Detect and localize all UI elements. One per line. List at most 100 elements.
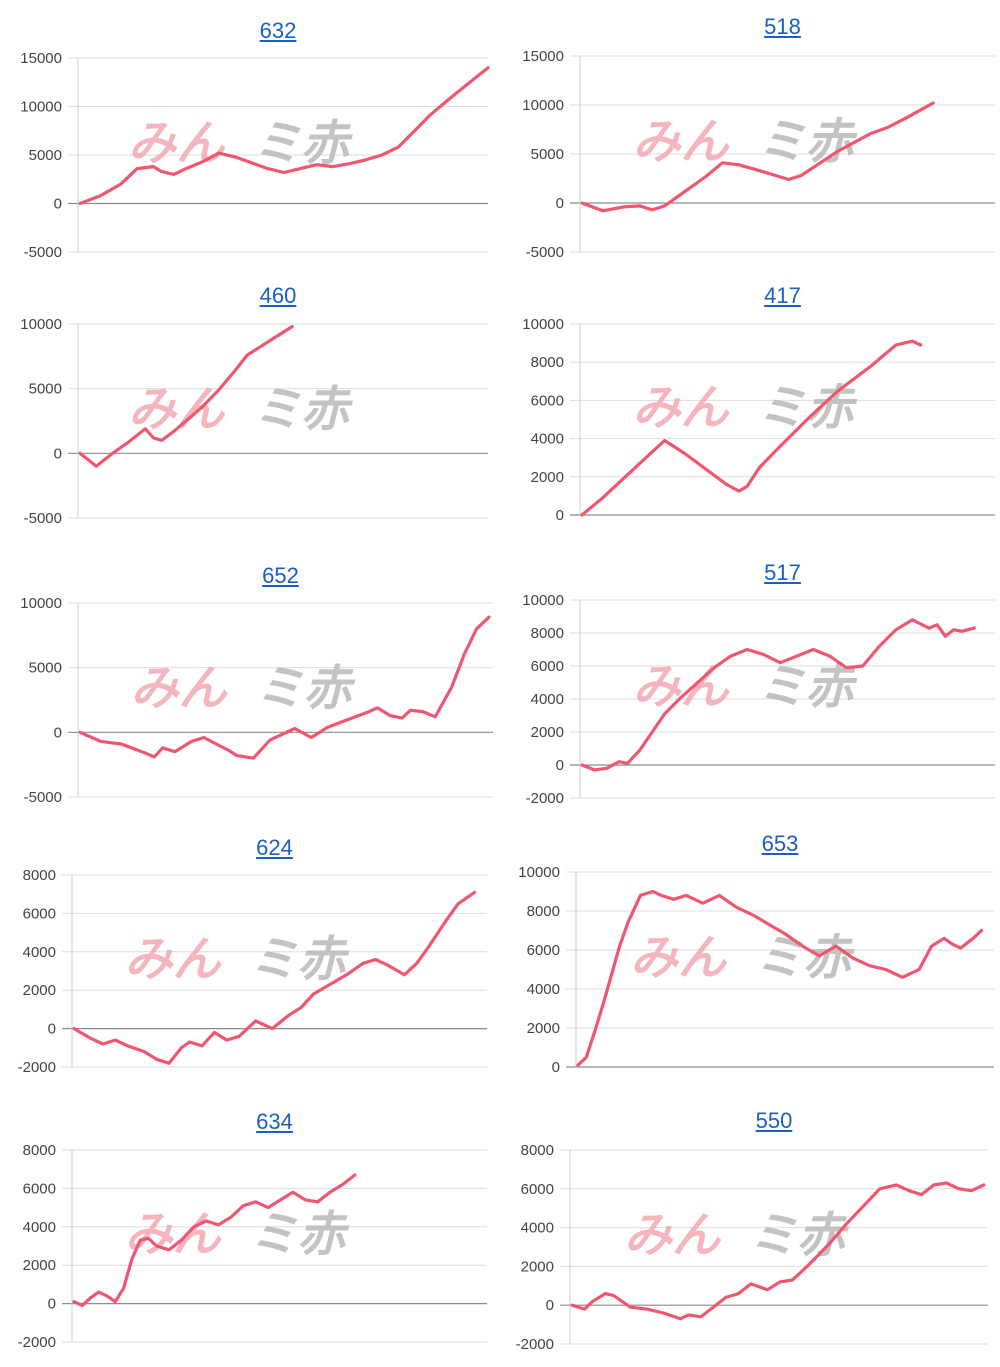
y-tick-label: -5000	[24, 510, 62, 527]
y-tick-label: -5000	[24, 789, 62, 806]
y-tick-label: 10000	[20, 595, 62, 612]
watermark-text-right: ミ赤	[253, 381, 353, 437]
y-tick-label: 6000	[23, 1180, 56, 1197]
chart-title-link[interactable]: 624	[256, 835, 293, 860]
y-tick-label: 8000	[527, 903, 560, 920]
series-line	[72, 1173, 357, 1308]
watermark-text-left: みん	[125, 1206, 223, 1262]
chart-panel-518: 518 15000 10000 5000 0 -5000 みん ミ赤	[500, 14, 1000, 272]
y-tick-label: 6000	[531, 392, 564, 409]
y-tick-label: 0	[54, 724, 62, 741]
y-tick-label: 8000	[23, 867, 56, 884]
chart-title-link[interactable]: 652	[262, 563, 299, 588]
y-tick-label: 2000	[531, 469, 564, 486]
watermark-text-right: ミ赤	[758, 114, 858, 170]
watermark: みん ミ赤	[633, 659, 858, 715]
y-tick-label: 10000	[522, 592, 564, 609]
y-tick-label: 5000	[29, 660, 62, 677]
y-tick-label: 2000	[23, 982, 56, 999]
series-line	[580, 101, 935, 213]
y-tick-label: 10000	[20, 99, 62, 116]
watermark-text-left: みん	[630, 930, 728, 986]
y-tick-label: 4000	[521, 1220, 554, 1237]
chart-panel-652: 652 10000 5000 0 -5000 みん ミ赤	[0, 563, 500, 817]
y-tick-label: -2000	[18, 1334, 56, 1351]
watermark-text-right: ミ赤	[250, 931, 350, 987]
y-tick-label: 4000	[531, 431, 564, 448]
line-chart: 10000 8000 6000 4000 2000 0 みん ミ赤	[518, 864, 994, 1076]
series-line	[570, 1181, 986, 1321]
line-chart: 15000 10000 5000 0 -5000 みん ミ赤	[20, 50, 490, 261]
y-tick-label: 5000	[29, 147, 62, 164]
y-tick-label: 15000	[522, 48, 564, 65]
y-tick-label: 8000	[531, 625, 564, 642]
series-line	[78, 66, 490, 206]
watermark: みん ミ赤	[131, 660, 356, 716]
line-chart: 10000 8000 6000 4000 2000 0 -2000 みん ミ赤	[522, 592, 995, 807]
line-chart: 10000 8000 6000 4000 2000 0 みん ミ赤	[522, 316, 995, 524]
watermark: みん ミ赤	[633, 380, 858, 436]
line-chart: 10000 5000 0 -5000 みん ミ赤	[20, 316, 488, 527]
chart-title-link[interactable]: 634	[256, 1109, 293, 1134]
watermark-text-left: みん	[131, 660, 229, 716]
y-tick-label: 4000	[23, 1219, 56, 1236]
chart-title-link[interactable]: 518	[764, 14, 801, 39]
watermark-text-right: ミ赤	[755, 930, 855, 986]
line-chart: 15000 10000 5000 0 -5000 みん ミ赤	[522, 48, 995, 261]
y-tick-label: 8000	[531, 354, 564, 371]
chart-title-link[interactable]: 460	[259, 283, 297, 308]
chart-title-link[interactable]: 632	[259, 18, 297, 43]
watermark-text-left: みん	[633, 114, 731, 170]
watermark-text-left: みん	[128, 115, 226, 171]
watermark-text-right: ミ赤	[250, 1206, 350, 1262]
y-tick-label: 2000	[531, 724, 564, 741]
y-tick-label: 10000	[522, 97, 564, 114]
chart-panel-653: 653 10000 8000 6000 4000 2000 0 みん ミ赤	[500, 831, 1000, 1087]
watermark: みん ミ赤	[624, 1207, 849, 1263]
chart-panel-460: 460 10000 5000 0 -5000 みん ミ赤	[0, 283, 500, 538]
watermark: みん ミ赤	[125, 1206, 350, 1262]
y-tick-label: 10000	[518, 864, 560, 881]
watermark-text-left: みん	[125, 931, 223, 987]
series-line	[576, 889, 984, 1067]
y-tick-label: 8000	[521, 1142, 554, 1159]
y-tick-label: -2000	[18, 1059, 56, 1076]
y-tick-label: 0	[556, 507, 564, 524]
y-tick-label: -5000	[526, 244, 564, 261]
chart-title-link[interactable]: 517	[764, 560, 801, 585]
y-tick-label: 0	[546, 1297, 554, 1314]
y-tick-label: 0	[556, 195, 564, 212]
chart-title-link[interactable]: 550	[755, 1108, 793, 1133]
y-tick-label: 0	[48, 1296, 56, 1313]
watermark: みん ミ赤	[128, 381, 353, 437]
watermark-text-right: ミ赤	[253, 115, 353, 171]
series-line	[72, 890, 477, 1065]
y-tick-label: 5000	[531, 146, 564, 163]
watermark-text-left: みん	[624, 1207, 722, 1263]
chart-panel-624: 624 8000 6000 4000 2000 0 -2000 みん ミ赤	[0, 835, 500, 1087]
chart-panel-634: 634 8000 6000 4000 2000 0 -2000 みん ミ赤	[0, 1109, 500, 1362]
y-tick-label: -5000	[24, 244, 62, 261]
y-tick-label: 0	[48, 1021, 56, 1038]
y-tick-label: 0	[556, 757, 564, 774]
chart-panel-417: 417 10000 8000 6000 4000 2000 0 みん ミ赤	[500, 283, 1000, 535]
y-tick-label: 6000	[23, 905, 56, 922]
y-tick-label: 4000	[531, 691, 564, 708]
line-chart: 8000 6000 4000 2000 0 -2000 みん ミ赤	[516, 1142, 988, 1353]
watermark-text-right: ミ赤	[256, 660, 356, 716]
chart-panel-550: 550 8000 6000 4000 2000 0 -2000 みん ミ赤	[500, 1108, 1000, 1364]
series-line	[580, 339, 923, 517]
y-tick-label: -2000	[516, 1336, 554, 1353]
chart-title-link[interactable]: 653	[761, 831, 799, 856]
y-tick-label: 8000	[23, 1142, 56, 1159]
series-line	[78, 324, 294, 468]
y-tick-label: 0	[552, 1059, 560, 1076]
watermark: みん ミ赤	[128, 115, 353, 171]
chart-title-link[interactable]: 417	[764, 283, 801, 308]
y-tick-label: 15000	[20, 50, 62, 67]
watermark: みん ミ赤	[633, 114, 858, 170]
watermark: みん ミ赤	[630, 930, 855, 986]
watermark-text-left: みん	[633, 380, 731, 436]
series-line	[580, 618, 976, 772]
chart-panel-517: 517 10000 8000 6000 4000 2000 0 -2000 みん ミ赤	[500, 560, 1000, 818]
